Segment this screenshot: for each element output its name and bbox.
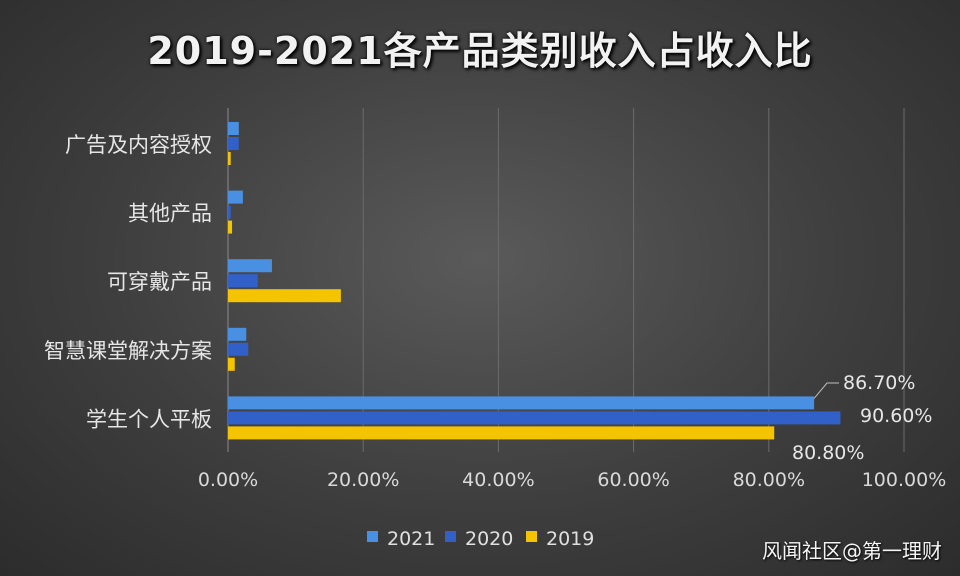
legend-swatch bbox=[445, 531, 456, 542]
legend-swatch bbox=[526, 531, 537, 542]
bar-2019 bbox=[228, 426, 775, 440]
x-tick-label: 100.00% bbox=[862, 469, 947, 491]
watermark: 风闻社区@第一理财 bbox=[762, 539, 942, 563]
data-label-2021: 86.70% bbox=[843, 372, 915, 394]
legend-label: 2021 bbox=[387, 528, 435, 550]
data-label-2020: 90.60% bbox=[860, 405, 932, 427]
bar-2020 bbox=[228, 205, 231, 219]
x-tick-label: 0.00% bbox=[198, 469, 258, 491]
category-label: 其他产品 bbox=[128, 202, 212, 226]
legend-label: 2020 bbox=[465, 528, 513, 550]
legend-item-2019: 2019 bbox=[526, 528, 594, 550]
bar-2019 bbox=[228, 289, 341, 303]
legend-item-2020: 2020 bbox=[445, 528, 513, 550]
x-tick-label: 80.00% bbox=[733, 469, 805, 491]
bar-2021 bbox=[228, 396, 815, 410]
data-label-2019: 80.80% bbox=[792, 442, 864, 464]
legend-swatch bbox=[367, 531, 378, 542]
bar-2019 bbox=[228, 152, 231, 165]
bar-2019 bbox=[228, 220, 233, 234]
legend-item-2021: 2021 bbox=[367, 528, 435, 550]
category-label: 智慧课堂解决方案 bbox=[44, 339, 212, 363]
category-label: 可穿戴产品 bbox=[107, 270, 212, 294]
bar-2021 bbox=[228, 190, 243, 204]
bar-2021 bbox=[228, 327, 247, 341]
bar-2020 bbox=[228, 137, 239, 150]
bar-2020 bbox=[228, 411, 841, 425]
x-tick-label: 40.00% bbox=[462, 469, 534, 491]
chart-title: 2019-2021各产品类别收入占收入比 bbox=[147, 29, 813, 73]
leader-line bbox=[813, 382, 839, 399]
x-tick-label: 20.00% bbox=[327, 469, 399, 491]
x-tick-label: 60.00% bbox=[597, 469, 669, 491]
category-label: 学生个人平板 bbox=[86, 407, 212, 431]
category-label: 广告及内容授权 bbox=[65, 133, 212, 157]
bar-2019 bbox=[228, 357, 235, 371]
bar-2020 bbox=[228, 342, 249, 356]
bar-2021 bbox=[228, 259, 272, 273]
legend-label: 2019 bbox=[546, 528, 594, 550]
bar-2020 bbox=[228, 274, 258, 288]
bar-2021 bbox=[228, 122, 239, 135]
